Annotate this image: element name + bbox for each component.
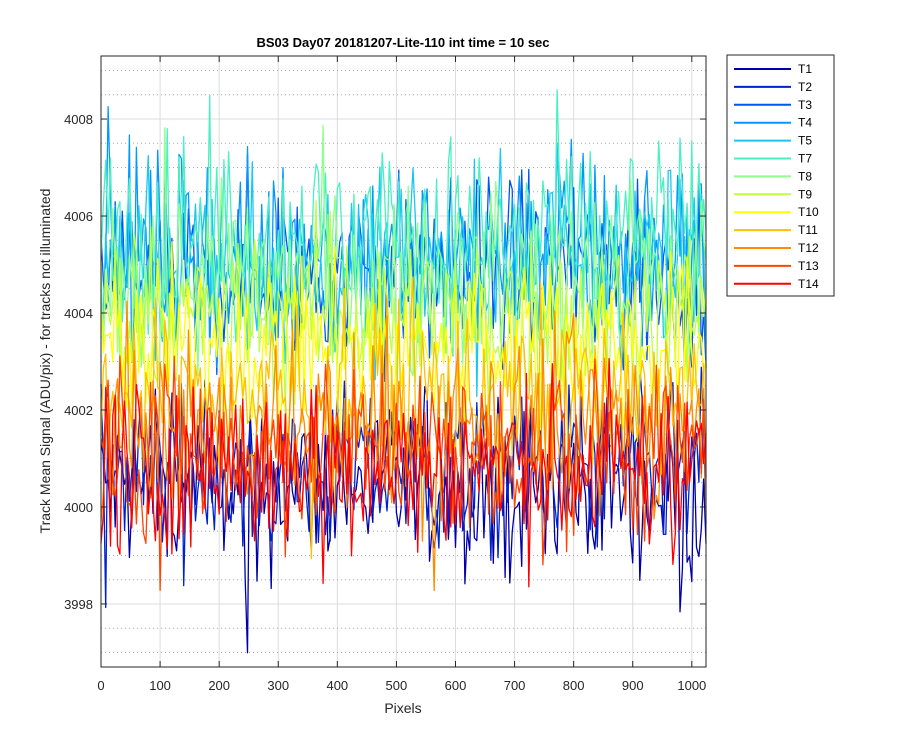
legend-label-t3: T3 bbox=[798, 98, 812, 112]
y-tick-label: 4000 bbox=[64, 500, 93, 515]
y-tick-label: 3998 bbox=[64, 597, 93, 612]
legend-label-t14: T14 bbox=[798, 277, 819, 291]
legend-label-t11: T11 bbox=[798, 223, 818, 237]
series-line-t7 bbox=[100, 89, 707, 355]
x-tick-label: 200 bbox=[208, 678, 230, 693]
series-line-t13 bbox=[100, 355, 707, 591]
legend-label-t4: T4 bbox=[798, 116, 812, 130]
series-line-t12 bbox=[100, 300, 707, 592]
x-tick-label: 600 bbox=[445, 678, 467, 693]
x-axis-label: Pixels bbox=[384, 700, 421, 716]
y-tick-label: 4006 bbox=[64, 209, 93, 224]
series-lines bbox=[100, 89, 707, 654]
x-tick-label: 1000 bbox=[677, 678, 706, 693]
chart-title: BS03 Day07 20181207-Lite-110 int time = … bbox=[256, 35, 549, 50]
y-axis: 3998 4000 4002 4004 4006 4008 bbox=[64, 112, 706, 612]
legend-label-t13: T13 bbox=[798, 259, 819, 273]
legend-label-t9: T9 bbox=[798, 187, 812, 201]
x-tick-label: 700 bbox=[504, 678, 526, 693]
series-line-t11 bbox=[100, 276, 707, 560]
y-tick-label: 4008 bbox=[64, 112, 93, 127]
x-tick-label: 400 bbox=[326, 678, 348, 693]
series-line-t14 bbox=[100, 358, 707, 588]
legend-label-t1: T1 bbox=[798, 62, 812, 76]
plot-frame bbox=[100, 55, 707, 668]
x-tick-label: 500 bbox=[386, 678, 408, 693]
y-tick-label: 4004 bbox=[64, 306, 93, 321]
y-axis-label: Track Mean Signal (ADU/pix) - for tracks… bbox=[37, 189, 53, 534]
x-axis: 0 100 200 300 400 500 600 700 800 900 1000 bbox=[97, 56, 706, 693]
x-tick-label: 900 bbox=[622, 678, 644, 693]
plot-area bbox=[100, 55, 707, 668]
legend-label-t7: T7 bbox=[798, 152, 812, 166]
legend: T1 T2 T3 T4 T5 T7 T8 T9 T10 T11 T12 T13 T14 bbox=[726, 54, 835, 297]
legend-label-t2: T2 bbox=[798, 80, 812, 94]
x-tick-label: 300 bbox=[267, 678, 289, 693]
series-line-t8 bbox=[100, 124, 707, 382]
legend-label-t8: T8 bbox=[798, 169, 812, 183]
legend-label-t5: T5 bbox=[798, 134, 812, 148]
series-line-t9 bbox=[100, 200, 707, 426]
x-tick-label: 100 bbox=[149, 678, 171, 693]
x-tick-label: 0 bbox=[97, 678, 104, 693]
legend-label-t10: T10 bbox=[798, 205, 819, 219]
y-tick-label: 4002 bbox=[64, 403, 93, 418]
legend-label-t12: T12 bbox=[798, 241, 819, 255]
legend-items: T1 T2 T3 T4 T5 T7 T8 T9 T10 T11 T12 T13 T14 bbox=[734, 62, 819, 291]
x-tick-label: 800 bbox=[563, 678, 585, 693]
